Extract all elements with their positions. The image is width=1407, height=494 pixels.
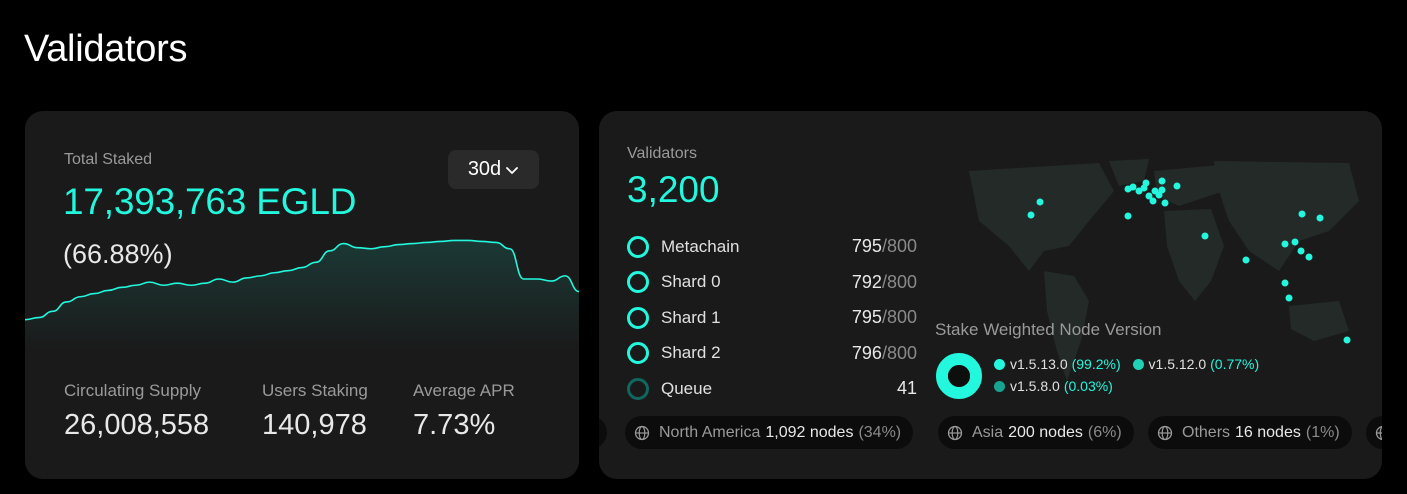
stat-value: 7.73% (413, 409, 496, 441)
shard-row-2[interactable]: Shard 2 796/800 (627, 336, 919, 372)
validators-value: 3,200 (627, 169, 720, 210)
ring-icon (627, 271, 649, 294)
legend-item: v1.5.13.0 (99.2%) (994, 354, 1121, 375)
ring-icon (627, 306, 649, 329)
total-staked-percent: (66.88%) (63, 239, 173, 269)
ring-icon (627, 235, 649, 258)
shard-name: Shard 1 (661, 307, 721, 327)
region-pill-partial[interactable]: s) (599, 416, 608, 449)
node-version-legend: v1.5.13.0 (99.2%) v1.5.12.0 (0.77%) v1.5… (994, 354, 1354, 398)
ring-icon (627, 377, 649, 400)
region-strip[interactable]: s) North America 1,092 nodes (34%) Asia … (599, 416, 1382, 450)
shard-count: 796/800 (851, 342, 917, 363)
shard-count: 792/800 (851, 271, 917, 292)
shard-name: Shard 2 (661, 343, 721, 363)
region-pill-asia[interactable]: Asia 200 nodes (6%) (938, 416, 1134, 449)
range-select-button[interactable]: 30d (448, 150, 539, 189)
region-pill-north-america[interactable]: North America 1,092 nodes (34%) (625, 416, 914, 449)
stat-circulating-supply: Circulating Supply 26,008,558 (64, 381, 209, 442)
shard-row-0[interactable]: Shard 0 792/800 (627, 265, 919, 301)
dot-icon (994, 359, 1005, 370)
globe-icon (947, 425, 963, 440)
region-pill-partial-end[interactable] (1366, 416, 1382, 449)
globe-icon (1157, 425, 1173, 440)
dot-icon (994, 381, 1005, 392)
node-version-title: Stake Weighted Node Version (935, 320, 1162, 339)
globe-icon (634, 425, 650, 440)
range-select-label: 30d (467, 158, 502, 180)
legend-item: v1.5.12.0 (0.77%) (1132, 354, 1259, 375)
shard-name: Metachain (661, 236, 740, 256)
node-version-donut (936, 353, 982, 399)
shard-list: Metachain 795/800 Shard 0 792/800 Shard … (627, 229, 919, 407)
validators-label: Validators (627, 145, 697, 162)
page-title: Validators (24, 28, 188, 70)
shard-count: 41 (896, 378, 917, 399)
shard-name: Shard 0 (661, 272, 721, 292)
validators-card: Validators 3,200 Metachain 795/800 Shard… (599, 111, 1382, 479)
ring-icon (627, 342, 649, 365)
stat-average-apr: Average APR 7.73% (413, 381, 515, 442)
stat-label: Circulating Supply (64, 381, 202, 400)
chevron-down-icon (506, 166, 519, 174)
dot-icon (1132, 359, 1144, 370)
stat-users-staking: Users Staking 140,978 (262, 381, 368, 442)
stat-value: 140,978 (262, 409, 367, 441)
total-staked-area (25, 240, 579, 351)
shard-row-queue[interactable]: Queue 41 (627, 371, 919, 407)
shard-count: 795/800 (851, 307, 917, 328)
shard-name: Queue (661, 378, 713, 398)
total-staked-value: 17,393,763 EGLD (63, 181, 357, 222)
total-staked-card: Total Staked 17,393,763 EGLD (66.88%) 30… (25, 111, 579, 479)
total-staked-line (25, 239, 579, 321)
stat-label: Users Staking (262, 381, 368, 400)
total-staked-chart (25, 239, 579, 351)
region-pill-others[interactable]: Others 16 nodes (1%) (1148, 416, 1352, 449)
shard-row-metachain[interactable]: Metachain 795/800 (627, 229, 919, 265)
shard-row-1[interactable]: Shard 1 795/800 (627, 300, 919, 336)
world-map (969, 159, 1359, 381)
legend-item: v1.5.8.0 (0.03%) (994, 376, 1113, 397)
globe-icon (1375, 425, 1382, 440)
shard-count: 795/800 (851, 236, 917, 257)
total-staked-label: Total Staked (64, 151, 153, 168)
stat-value: 26,008,558 (64, 409, 210, 441)
stat-label: Average APR (413, 381, 515, 400)
